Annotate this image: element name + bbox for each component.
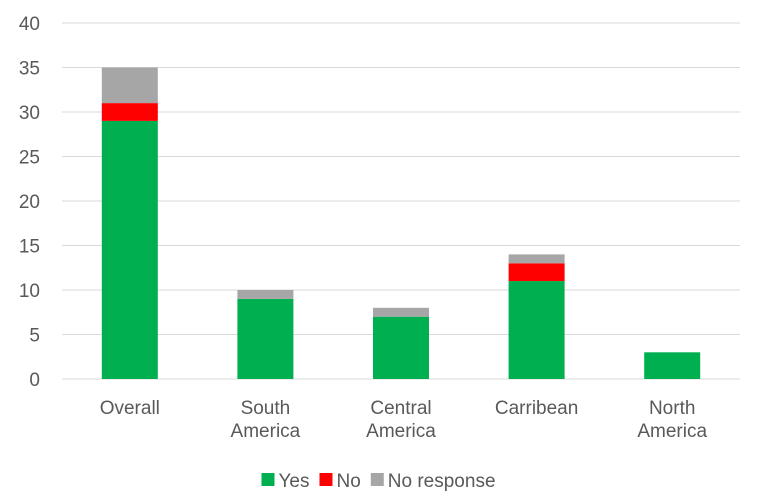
x-category-label: North America [637,398,707,442]
x-category-label: South America [231,398,301,442]
y-tick-label: 35 [19,59,40,80]
legend-item: No [319,471,361,492]
x-category-label-line: South [241,398,291,419]
y-tick-label: 30 [19,103,40,124]
y-axis-tick-labels: 0 5 10 15 20 25 30 35 40 [19,14,40,391]
bar-segment-no [101,103,158,121]
bar-segment-no [508,263,565,282]
bar-segment-no-response [508,254,565,264]
bar-segment-yes [373,316,429,379]
y-tick-label: 20 [19,192,40,213]
x-category-label: Central America [366,398,436,442]
y-tick-label: 15 [19,237,40,258]
x-category-label-line: Carribean [495,398,578,419]
bars [101,67,701,380]
bar-segment-no-response [373,307,429,317]
bar-segment-yes [508,281,565,379]
x-category-label: Carribean [495,398,578,419]
y-tick-label: 5 [29,326,40,347]
y-tick-label: 10 [19,281,40,302]
legend-label: Yes [278,471,309,492]
x-category-label-line: Central [370,398,431,419]
bar-segment-yes [101,120,158,380]
x-category-label-line: North [649,398,695,419]
bar-segment-no-response [237,290,294,299]
legend-swatch [261,473,275,486]
legend-label: No [336,471,360,492]
legend: Yes No No response [261,471,496,492]
x-category-label-line: Overall [100,398,160,419]
y-tick-label: 40 [19,14,40,35]
legend-swatch [370,473,384,486]
gridlines [62,22,740,380]
legend-label: No response [388,471,496,492]
legend-item: No response [370,471,496,492]
y-tick-label: 0 [29,370,40,391]
y-tick-label: 25 [19,148,40,169]
x-category-label-line: America [637,421,707,442]
bar-segment-yes [644,352,701,379]
legend-swatch [319,473,333,486]
legend-item: Yes [261,471,309,492]
bar-segment-yes [237,298,294,379]
x-category-label-line: America [231,421,301,442]
x-category-label-line: America [366,421,436,442]
bar-segment-no-response [101,67,158,104]
x-category-label: Overall [100,398,160,419]
